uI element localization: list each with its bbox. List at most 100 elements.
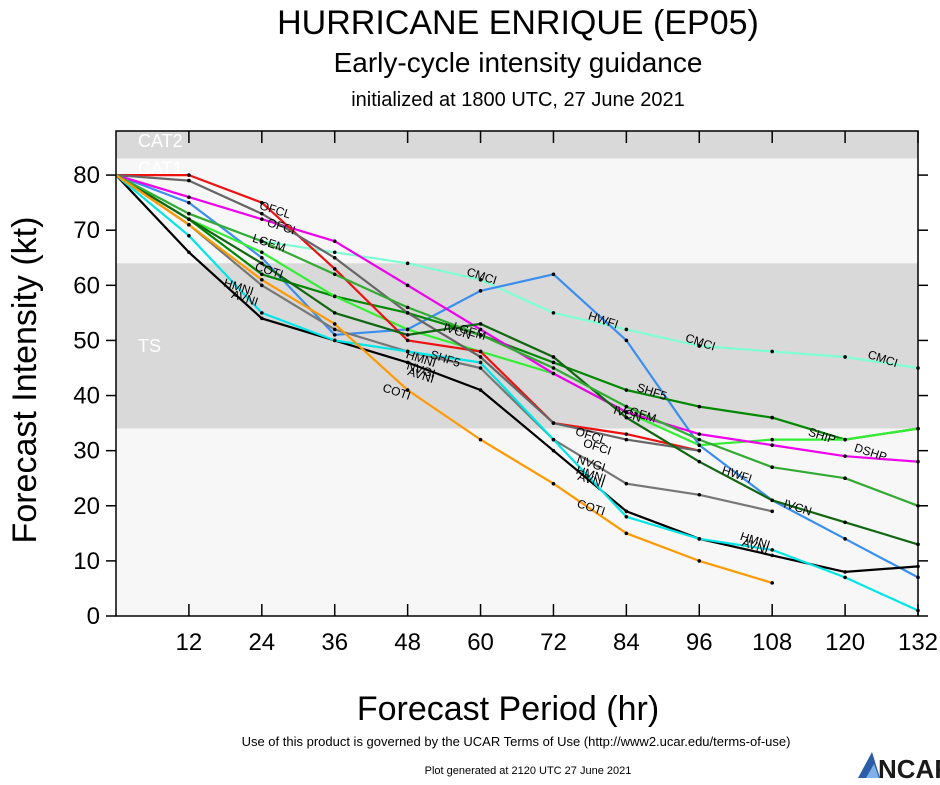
series-point-coti-24 (260, 278, 264, 282)
series-point-cmci-48 (405, 261, 410, 266)
series-point-dshp-84 (624, 410, 629, 414)
y-tick-label-70: 70 (73, 217, 100, 244)
series-point-ofcl-36 (332, 266, 337, 271)
series-point-ofci-72 (551, 421, 556, 425)
series-point-hwfi-24 (260, 255, 264, 260)
series-point-ivcn-96 (697, 459, 702, 464)
series-point-shf5-108 (770, 415, 774, 420)
series-point-nvgi-108 (770, 509, 774, 514)
series-point-avni-60 (478, 388, 483, 392)
chart-subtitle: Early-cycle intensity guidance (334, 47, 703, 78)
series-point-shf5-24 (260, 272, 264, 277)
series-point-avni-120 (843, 570, 847, 574)
y-tick-label-50: 50 (73, 327, 100, 354)
series-point-ivcn-120 (843, 520, 847, 525)
series-point-nvgi-24 (260, 283, 264, 288)
series-line-hmni (115, 174, 919, 612)
series-point-lgem-36 (332, 272, 337, 277)
plot-generated-time: Plot generated at 2120 UTC 27 June 2021 (425, 765, 632, 777)
ncar-logo-mark-inner (866, 764, 879, 778)
series-point-cmci-72 (551, 311, 556, 315)
x-tick-label-48: 48 (394, 629, 421, 656)
terms-of-use: Use of this product is governed by the U… (242, 734, 791, 749)
series-point-ofci-36 (332, 255, 337, 260)
series-point-shf5-96 (697, 404, 702, 409)
series-line-avni (115, 174, 919, 574)
series-point-ofcl-60 (478, 349, 483, 354)
series-point-hmni-24 (260, 311, 264, 315)
axes: 12 24 36 48 60 72 84 96 108 120 132 0 10 20 30 40 50 60 70… (73, 130, 938, 656)
y-tick-label-0: 0 (87, 603, 100, 630)
series-point-ofci-96 (697, 448, 702, 453)
series-point-coti-108 (770, 581, 774, 585)
series-point-avni-24 (260, 316, 264, 321)
band-cat2-0 (116, 131, 918, 159)
series-point-ship-120 (843, 437, 847, 442)
plot-border (115, 130, 919, 617)
series-point-ofci-84 (624, 437, 629, 442)
series-point-nvgi-36 (332, 327, 337, 332)
series-point-ofci-60 (478, 355, 483, 359)
band-label-cat1: CAT1 (138, 159, 183, 179)
x-tick-label-84: 84 (613, 629, 640, 656)
intensity-bands: CAT2 CAT1 TS (116, 131, 918, 616)
series-point-ship-36 (332, 294, 337, 299)
series-point-hmni-96 (697, 537, 702, 541)
x-tick-label-120: 120 (825, 629, 865, 656)
series-point-ivcn-84 (624, 415, 629, 420)
series-point-ofci-12 (187, 178, 191, 183)
series-point-ofci-48 (405, 311, 410, 315)
series-point-dshp-60 (478, 327, 483, 332)
series-point-hwfi-60 (478, 289, 483, 293)
x-tick-label-108: 108 (752, 629, 792, 656)
series-point-lgem-72 (551, 366, 556, 370)
series-point-lgem-12 (187, 211, 191, 216)
series-point-ofcl-48 (405, 338, 410, 343)
series-point-hmni-36 (332, 338, 337, 343)
x-axis-title: Forecast Period (hr) (357, 690, 659, 728)
series-point-avni-48 (405, 360, 410, 365)
x-tick-label-132: 132 (898, 629, 938, 656)
series-line-nvgi (115, 174, 773, 513)
y-tick-label-40: 40 (73, 383, 100, 410)
ncar-logo-text: NCAR (878, 754, 940, 780)
series-point-shf5-84 (624, 388, 629, 392)
series-point-dshp-12 (187, 195, 191, 199)
series-point-dshp-108 (770, 443, 774, 447)
series-point-ivcn-24 (260, 261, 264, 266)
series-point-nvgi-96 (697, 492, 702, 497)
series-point-lgem-60 (478, 333, 483, 337)
series-point-ship-108 (770, 437, 774, 442)
series-point-ivcn-12 (187, 217, 191, 221)
series-point-cmci-60 (478, 278, 483, 282)
x-tick-label-24: 24 (248, 629, 275, 656)
series-point-ivcn-60 (478, 322, 483, 326)
series-point-ivcn-108 (770, 498, 774, 503)
series-point-coti-96 (697, 559, 702, 563)
series-point-hwfi-12 (187, 200, 191, 205)
series-point-lgem-48 (405, 305, 410, 310)
series-point-ship-96 (697, 443, 702, 447)
series-point-coti-12 (187, 222, 191, 227)
x-tick-label-12: 12 (176, 629, 203, 656)
x-tick-label-72: 72 (540, 629, 567, 656)
series-point-dshp-72 (551, 371, 556, 376)
series-point-ship-48 (405, 327, 410, 332)
series-point-coti-72 (551, 481, 556, 486)
band-label-ts: TS (138, 336, 161, 356)
model-series (115, 173, 920, 613)
series-point-shf5-72 (551, 360, 556, 365)
band-label-cat2: CAT2 (138, 131, 183, 151)
series-point-coti-48 (405, 388, 410, 392)
band-none-3 (116, 428, 918, 616)
series-point-dshp-96 (697, 432, 702, 436)
y-tick-label-20: 20 (73, 493, 100, 520)
series-point-cmci-120 (843, 355, 847, 359)
series-point-cmci-36 (332, 250, 337, 255)
series-point-hwfi-84 (624, 338, 629, 343)
series-point-lgem-96 (697, 437, 702, 442)
series-point-ivcn-72 (551, 355, 556, 359)
series-point-dshp-120 (843, 454, 847, 458)
